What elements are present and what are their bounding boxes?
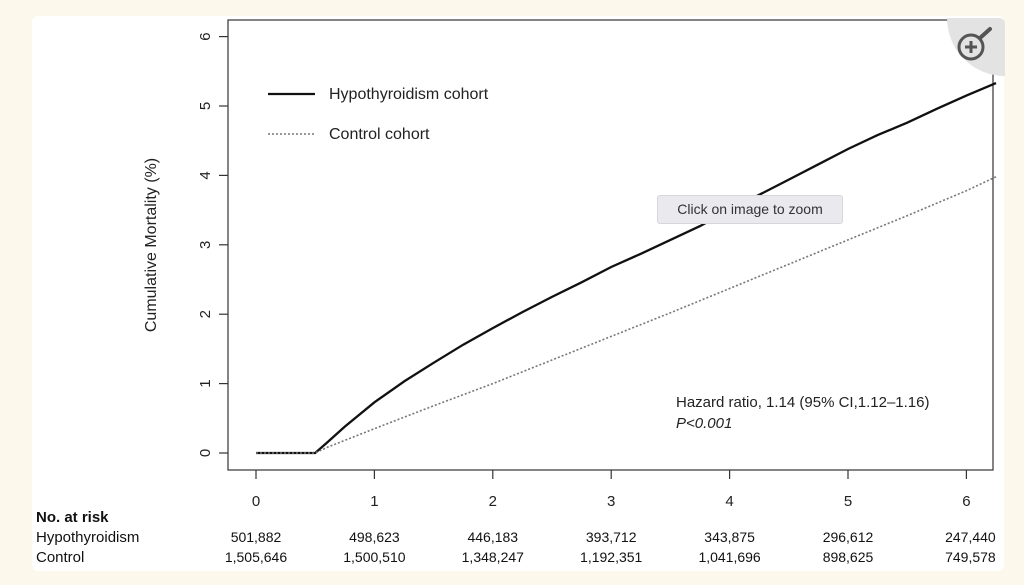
x-tick-label: 0 <box>252 493 260 510</box>
risk-values: 501,882 498,623 446,183 393,712 343,875 296,6… <box>225 529 996 565</box>
risk-cell: 296,612 <box>823 529 874 545</box>
y-tick-label: 0 <box>197 449 214 457</box>
zoom-tooltip: Click on image to zoom <box>657 195 843 224</box>
x-tick-label: 1 <box>370 493 378 510</box>
legend: Hypothyroidism cohort Control cohort <box>268 86 489 143</box>
x-tick-label: 5 <box>844 493 852 510</box>
risk-cell: 1,192,351 <box>580 549 642 565</box>
x-tick-label: 4 <box>725 493 733 510</box>
p-value-annotation: P<0.001 <box>676 415 732 432</box>
x-tick-label: 2 <box>489 493 497 510</box>
risk-table: No. at risk Hypothyroidism Control 501,8… <box>36 509 996 566</box>
risk-row-label-hypothyroidism: Hypothyroidism <box>36 529 139 546</box>
y-tick-label: 1 <box>197 379 214 387</box>
series-layer <box>256 82 997 455</box>
series-line-hypothyroidism <box>256 82 997 455</box>
risk-cell: 898,625 <box>823 549 874 565</box>
y-axis: 0 1 2 3 4 5 6 <box>197 32 228 457</box>
risk-cell: 1,041,696 <box>698 549 760 565</box>
risk-cell: 393,712 <box>586 529 637 545</box>
legend-label-control: Control cohort <box>329 126 430 143</box>
y-tick-label: 3 <box>197 241 214 249</box>
x-tick-label: 6 <box>962 493 970 510</box>
y-tick-label: 6 <box>197 32 214 40</box>
series-line-control <box>256 176 997 454</box>
risk-cell: 1,500,510 <box>343 549 405 565</box>
risk-cell: 749,578 <box>945 549 996 565</box>
risk-cell: 343,875 <box>704 529 755 545</box>
hazard-ratio-annotation: Hazard ratio, 1.14 (95% CI,1.12–1.16) <box>676 394 929 411</box>
x-tick-label: 3 <box>607 493 615 510</box>
risk-table-title: No. at risk <box>36 509 109 526</box>
risk-cell: 501,882 <box>231 529 282 545</box>
risk-cell: 1,505,646 <box>225 549 287 565</box>
risk-cell: 247,440 <box>945 529 996 545</box>
risk-cell: 498,623 <box>349 529 400 545</box>
y-tick-label: 5 <box>197 102 214 110</box>
y-tick-label: 4 <box>197 171 214 179</box>
y-axis-label: Cumulative Mortality (%) <box>143 158 160 332</box>
zoom-in-icon <box>957 27 992 61</box>
risk-cell: 446,183 <box>467 529 518 545</box>
legend-label-hypothyroidism: Hypothyroidism cohort <box>329 86 489 103</box>
risk-cell: 1,348,247 <box>462 549 524 565</box>
figure-card[interactable] <box>32 16 1004 571</box>
x-axis: 0 1 2 3 4 5 6 <box>252 470 971 510</box>
y-tick-label: 2 <box>197 310 214 318</box>
risk-row-label-control: Control <box>36 549 84 566</box>
